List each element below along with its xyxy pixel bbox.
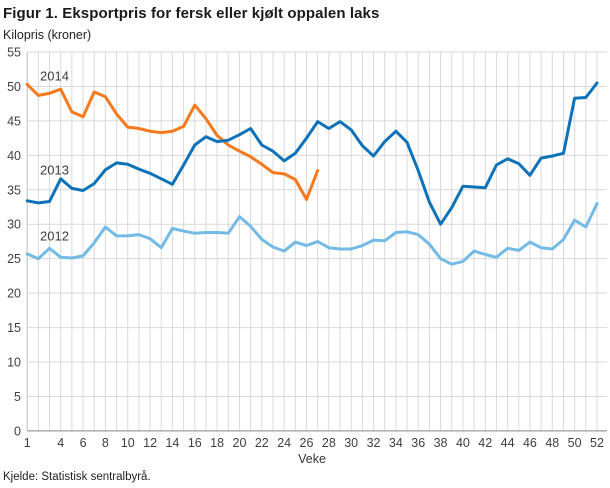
y-tick-label: 15 bbox=[7, 321, 21, 335]
x-tick-label: 22 bbox=[255, 436, 269, 450]
x-tick-label: 6 bbox=[80, 436, 87, 450]
x-tick-label: 14 bbox=[165, 436, 179, 450]
x-tick-label: 44 bbox=[501, 436, 515, 450]
x-tick-label: 28 bbox=[322, 436, 336, 450]
x-tick-label: 52 bbox=[590, 436, 604, 450]
x-tick-label: 30 bbox=[344, 436, 358, 450]
series-label-2013: 2013 bbox=[40, 162, 69, 177]
chart-title: Figur 1. Eksportpris for fersk eller kjø… bbox=[3, 5, 380, 22]
x-tick-label: 4 bbox=[57, 436, 64, 450]
series-line-2013 bbox=[25, 81, 599, 226]
y-axis-unit-label: Kilopris (kroner) bbox=[3, 28, 92, 42]
x-tick-label: 20 bbox=[233, 436, 247, 450]
x-tick-label: 16 bbox=[188, 436, 202, 450]
y-tick-label: 45 bbox=[7, 114, 21, 128]
x-tick-label: 26 bbox=[300, 436, 314, 450]
y-tick-label: 40 bbox=[7, 149, 21, 163]
x-tick-label: 36 bbox=[411, 436, 425, 450]
x-tick-label: 24 bbox=[277, 436, 291, 450]
series-line-2014 bbox=[25, 82, 320, 201]
x-tick-label: 32 bbox=[367, 436, 381, 450]
x-tick-label: 38 bbox=[434, 436, 448, 450]
x-tick-label: 50 bbox=[568, 436, 582, 450]
y-tick-label: 0 bbox=[14, 424, 21, 438]
x-tick-label: 34 bbox=[389, 436, 403, 450]
x-tick-label: 40 bbox=[456, 436, 470, 450]
x-tick-label: 46 bbox=[523, 436, 537, 450]
y-tick-label: 35 bbox=[7, 183, 21, 197]
x-tick-label: 10 bbox=[121, 436, 135, 450]
x-tick-label: 18 bbox=[210, 436, 224, 450]
x-tick-label: 42 bbox=[478, 436, 492, 450]
y-tick-label: 30 bbox=[7, 218, 21, 232]
x-tick-label: 1 bbox=[24, 436, 31, 450]
x-axis-title: Veke bbox=[298, 452, 326, 466]
series-label-2012: 2012 bbox=[40, 228, 69, 243]
y-tick-label: 25 bbox=[7, 252, 21, 266]
x-tick-label: 8 bbox=[102, 436, 109, 450]
y-tick-label: 55 bbox=[7, 46, 21, 60]
series-line-2012 bbox=[25, 202, 599, 266]
x-tick-label: 12 bbox=[143, 436, 157, 450]
source-note: Kjelde: Statistisk sentralbyrå. bbox=[3, 471, 151, 483]
y-tick-label: 50 bbox=[7, 80, 21, 94]
y-tick-label: 20 bbox=[7, 287, 21, 301]
y-tick-label: 5 bbox=[14, 390, 21, 404]
y-tick-label: 10 bbox=[7, 356, 21, 370]
x-tick-label: 48 bbox=[545, 436, 559, 450]
series-label-2014: 2014 bbox=[40, 69, 69, 84]
